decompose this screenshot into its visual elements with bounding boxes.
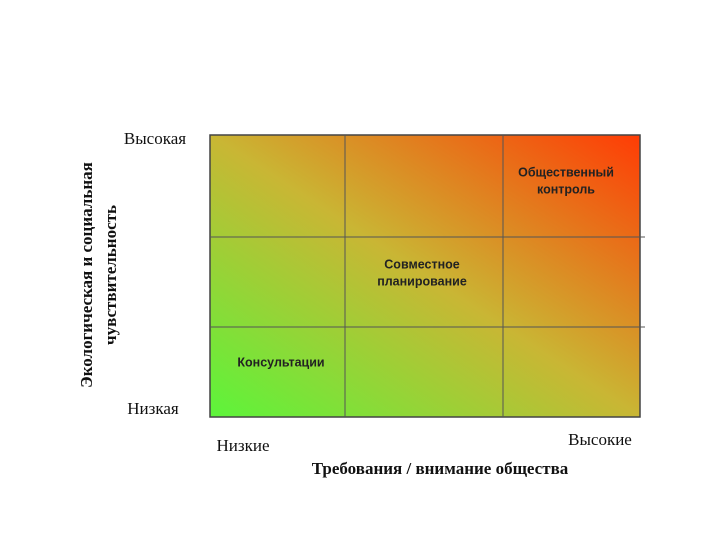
x-high-label: Высокие xyxy=(568,430,632,449)
y-low-label: Низкая xyxy=(127,399,179,418)
cell-label: Консультации xyxy=(237,355,324,369)
cell-label: контроль xyxy=(537,182,595,196)
cell-label: планирование xyxy=(377,274,467,288)
cell-label: Совместное xyxy=(384,257,459,271)
y-high-label: Высокая xyxy=(124,129,186,148)
cell-label: Общественный xyxy=(518,165,614,179)
matrix-area xyxy=(209,134,641,418)
x-low-label: Низкие xyxy=(217,436,270,455)
y-title: Экологическая и социальная xyxy=(77,162,96,388)
y-title: чувствительность xyxy=(101,205,120,345)
x-title: Требования / внимание общества xyxy=(312,459,569,478)
